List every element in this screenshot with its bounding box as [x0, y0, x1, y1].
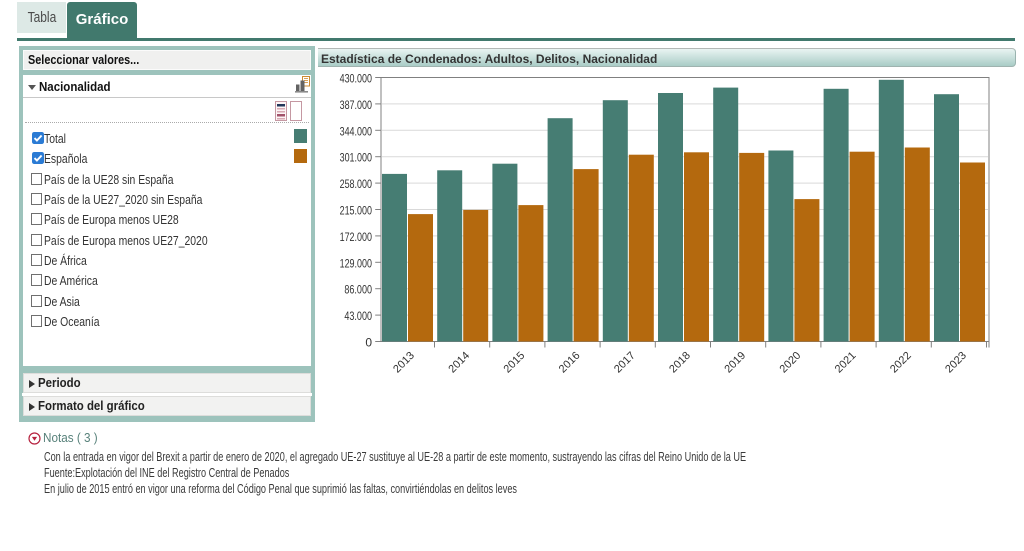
svg-text:2015: 2015	[502, 350, 528, 376]
svg-text:2020: 2020	[778, 350, 804, 376]
svg-text:172.000: 172.000	[340, 230, 373, 244]
svg-text:215.000: 215.000	[340, 204, 373, 218]
svg-text:344.000: 344.000	[340, 124, 373, 138]
svg-text:86.000: 86.000	[344, 283, 372, 297]
svg-text:2013: 2013	[391, 350, 417, 376]
svg-text:2017: 2017	[612, 350, 638, 376]
svg-text:387.000: 387.000	[340, 98, 373, 112]
svg-text:430.000: 430.000	[340, 72, 373, 86]
svg-text:0: 0	[365, 336, 372, 350]
svg-text:258.000: 258.000	[340, 177, 373, 191]
svg-text:129.000: 129.000	[340, 256, 373, 270]
svg-text:2023: 2023	[943, 350, 969, 376]
svg-text:43.000: 43.000	[344, 309, 372, 323]
svg-text:2019: 2019	[722, 350, 748, 376]
svg-text:2016: 2016	[557, 350, 583, 376]
svg-text:2021: 2021	[833, 350, 859, 376]
svg-text:301.000: 301.000	[340, 151, 373, 165]
svg-text:2014: 2014	[446, 350, 472, 376]
svg-text:2018: 2018	[667, 350, 693, 376]
svg-text:2022: 2022	[888, 350, 914, 376]
